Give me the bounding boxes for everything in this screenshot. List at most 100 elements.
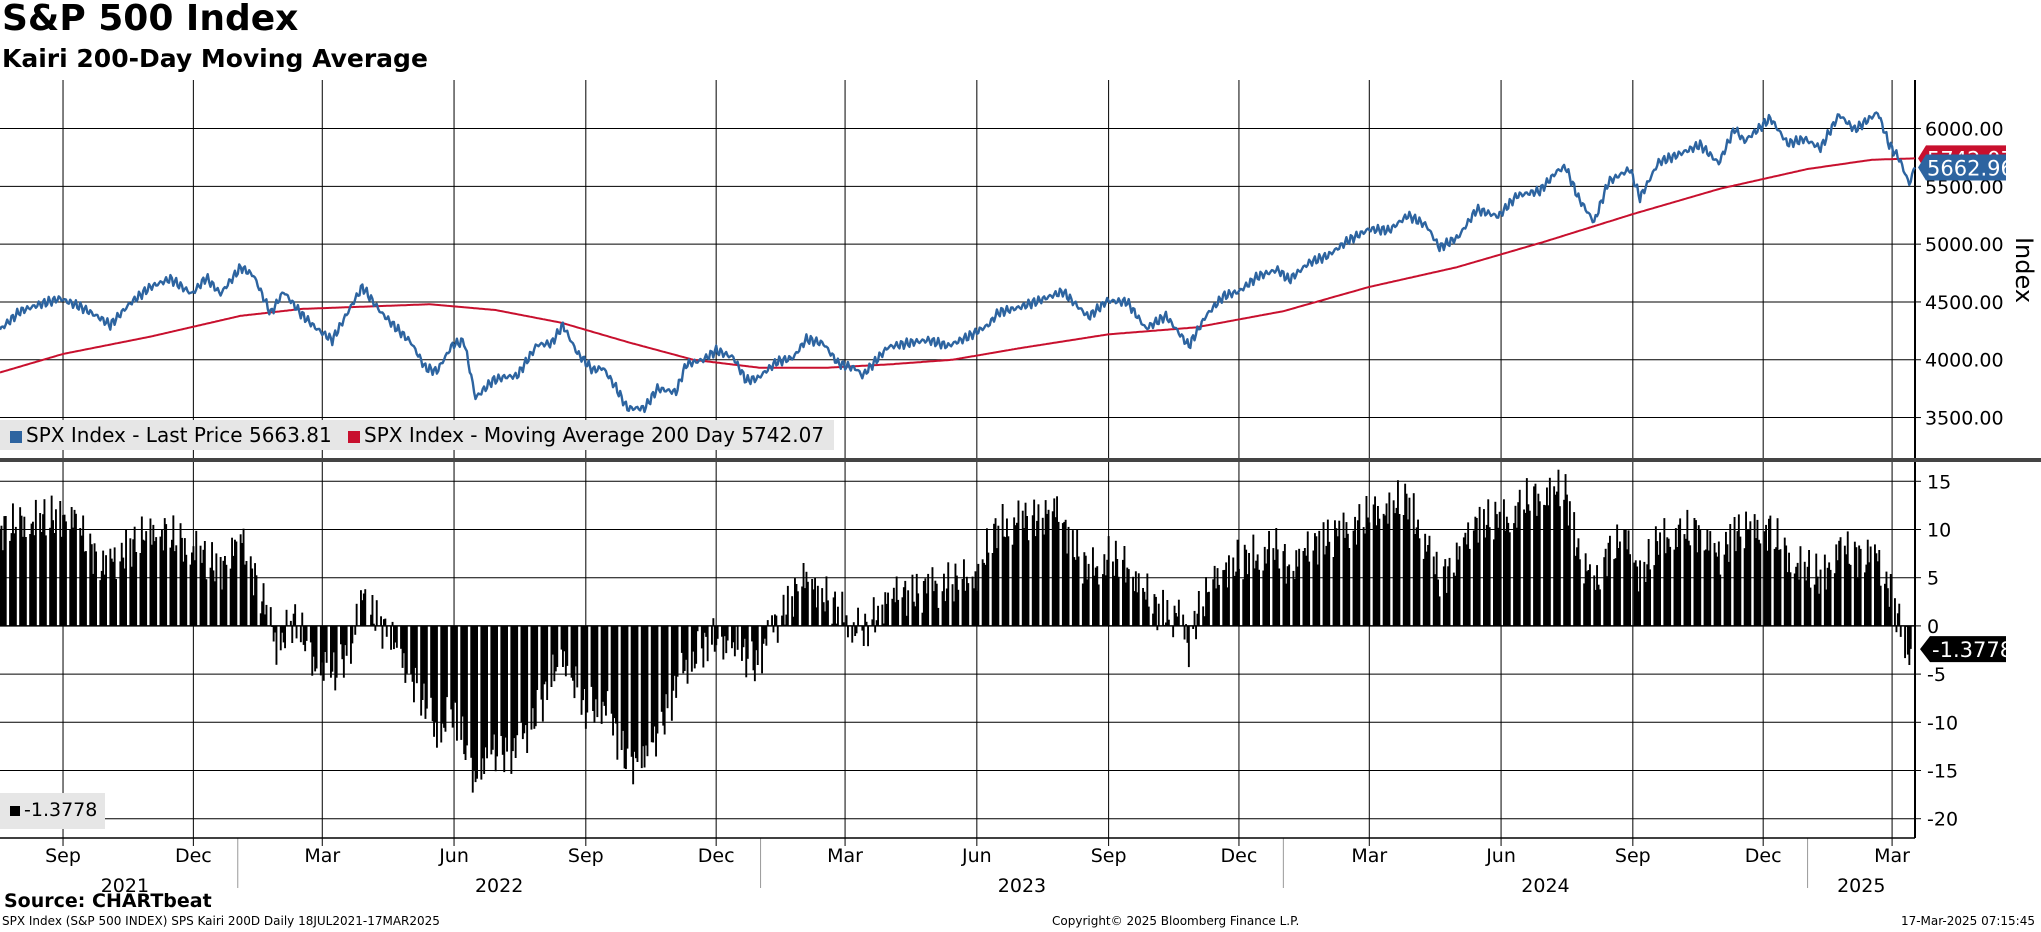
kairi-bar [1372,504,1375,626]
kairi-bar [626,625,629,749]
kairi-bar [772,625,775,633]
kairi-bar [40,532,43,626]
kairi-bar [1175,613,1177,626]
kairi-bar [471,625,474,793]
kairi-bar [414,625,417,668]
kairi-bar [1624,529,1627,626]
kairi-bar [1684,538,1687,626]
kairi-bar [1763,531,1766,626]
kairi-bar [1137,573,1140,626]
kairi-bar [1876,561,1879,626]
kairi-bar [33,535,36,626]
kairi-bar [755,625,758,651]
kairi-bar [1613,559,1616,626]
kairi-bar [1696,552,1699,626]
kairi-bar [751,625,753,642]
kairi-bar [622,625,625,731]
kairi-bar [640,625,643,769]
kairi-bar [1185,624,1187,626]
kairi-bar [1467,522,1470,626]
kairi-bar [795,584,798,626]
kairi-bar [1568,501,1571,626]
kairi-bar [991,553,994,626]
kairi-bar [1788,552,1790,626]
kairi-bar [935,583,938,626]
kairi-bar [544,625,547,682]
kairi-bar [1577,538,1580,626]
kairi-bar [683,625,686,671]
kairi-bar [1518,489,1521,626]
kairi-bar [922,581,925,626]
kairi-bar [484,625,487,748]
kairi-bar [967,583,970,626]
kairi-bar [963,559,965,626]
kairi-bar [987,552,990,626]
kairi-bar [1809,587,1812,626]
kairi-bar [1071,530,1074,626]
kairi-bar [1206,592,1209,626]
kairi-bar [1133,591,1136,626]
kairi-bar [13,533,16,626]
kairi-bar [1798,579,1800,626]
kairi-bar [981,559,984,626]
kairi-bar [350,625,352,664]
kairi-bar [345,625,348,656]
x-tick-label: Mar [304,845,340,867]
kairi-bar [693,625,696,669]
kairi-bar [125,530,127,626]
kairi-bar [713,625,716,652]
kairi-bar [175,545,178,626]
kairi-bar [360,590,362,626]
kairi-bar [430,625,433,698]
kairi-bar [55,509,57,626]
kairi-bar [1896,613,1899,626]
kairi-bar [1746,529,1749,626]
kairi-bar [65,521,67,626]
kairi-bar [1208,591,1210,626]
kairi-bar [404,625,407,683]
kairi-legend-label: -1.3778 [24,799,98,821]
kairi-bar [645,625,647,746]
kairi-bar [1507,522,1510,626]
kairi-bar [334,625,337,691]
kairi-bar [523,625,526,734]
kairi-bar [29,534,32,626]
kairi-bar [1263,546,1266,626]
kairi-bar [563,625,566,652]
kairi-bar [1013,517,1016,626]
kairi-bar [451,625,454,728]
kairi-bar [914,606,917,626]
kairi-bar [1537,493,1540,626]
kairi-bar [161,529,163,626]
kairi-y-tick-label: 0 [1927,616,1939,638]
kairi-bar [219,557,222,626]
kairi-bar [1677,524,1680,626]
kairi-bar [52,520,54,626]
kairi-bar [1434,574,1437,626]
kairi-bar [440,625,443,743]
kairi-bar [1001,504,1004,626]
kairi-bar [1063,521,1066,626]
kairi-bar [590,625,593,687]
kairi-bar [415,625,418,684]
kairi-bar [1155,596,1157,626]
kairi-bar [100,570,103,626]
kairi-bar [1283,544,1286,626]
kairi-bar [736,625,739,650]
kairi-bar [1687,540,1690,626]
kairi-bar [1167,619,1170,626]
kairi-bar [554,625,557,672]
kairi-bar [1335,528,1338,626]
kairi-bar [1503,499,1505,626]
price-y-tick-label: 3500.00 [1925,408,2004,430]
kairi-bar [1623,529,1626,626]
kairi-bar [122,557,125,626]
year-label: 2024 [1521,875,1569,897]
kairi-bar [680,625,683,653]
kairi-bar [1889,574,1892,626]
kairi-bar [501,625,504,755]
kairi-bar [285,609,288,626]
kairi-bar [1417,519,1419,626]
kairi-bar [1485,524,1488,626]
kairi-bar [1458,546,1461,626]
